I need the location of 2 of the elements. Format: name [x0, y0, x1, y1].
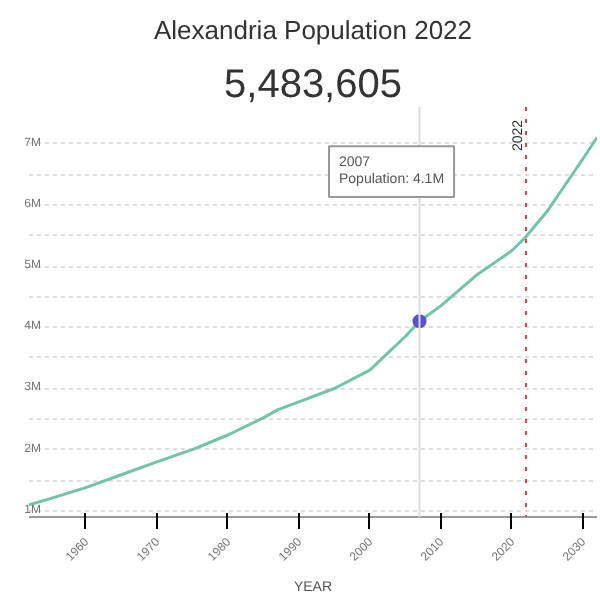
chart-title: Alexandria Population 2022: [153, 15, 473, 45]
chart-subtitle: 5,483,605: [224, 63, 402, 107]
